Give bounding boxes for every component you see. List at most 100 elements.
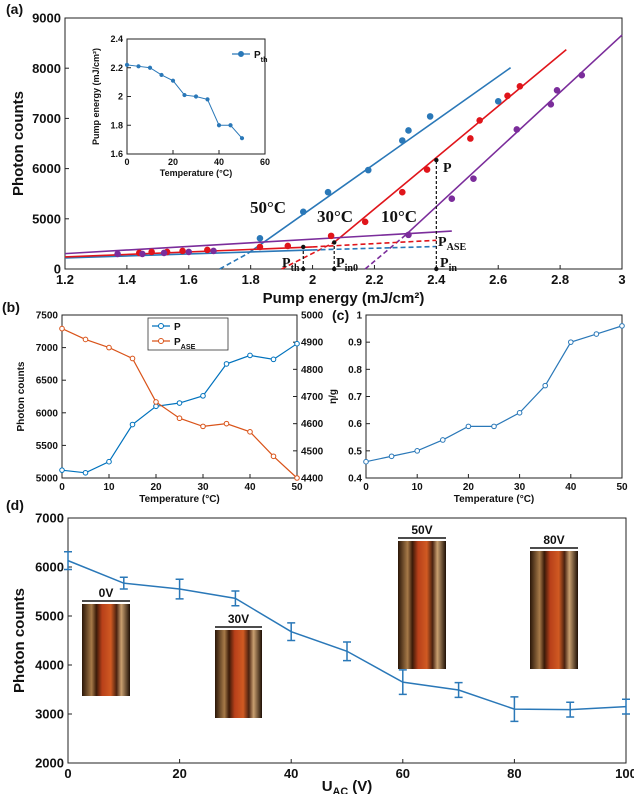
inset-label: 0V — [99, 586, 114, 600]
x-tick-label: 20 — [463, 482, 475, 493]
y-axis-label: Photon counts — [16, 361, 27, 431]
legend-label-sub: th — [261, 55, 268, 64]
point — [114, 250, 121, 258]
plot-area — [365, 314, 623, 479]
micrograph — [530, 551, 578, 669]
point — [516, 410, 523, 416]
x-tick-label: 40 — [565, 482, 577, 493]
fit-line — [312, 245, 437, 251]
point — [106, 458, 112, 465]
y-axis-label: Photon counts — [11, 588, 28, 693]
fit-line — [333, 49, 567, 244]
point — [147, 65, 153, 70]
point — [129, 355, 136, 362]
point — [398, 188, 406, 196]
point — [494, 98, 502, 105]
temperature-label-main: 50°C — [250, 198, 286, 217]
x-tick-label: 50 — [616, 482, 628, 493]
x-tick-label: 60 — [396, 766, 410, 781]
y-tick-label: 0.9 — [348, 338, 362, 349]
y-tick-label: 0 — [54, 262, 61, 277]
error-bar — [175, 578, 184, 600]
error-bar — [119, 576, 128, 590]
point — [59, 325, 65, 332]
point — [426, 113, 434, 120]
y-tick-label: 5500 — [36, 441, 59, 452]
power-label-sub: in0 — [345, 263, 358, 274]
x-tick-label: 40 — [284, 766, 298, 781]
y-tick-label: 1.6 — [110, 149, 123, 159]
legend-label-main: P — [254, 50, 261, 61]
y-axis-label: Pump energy (mJ/cm²) — [91, 48, 101, 145]
x-axis-label: Temperature (°C) — [139, 494, 220, 505]
y-tick-label: 9000 — [32, 11, 61, 26]
temperature-label: 30°C — [317, 207, 353, 226]
y-tick-label: 5000 — [32, 211, 61, 226]
point — [423, 166, 431, 173]
micrograph — [82, 604, 130, 696]
x-axis-label-main: U — [322, 778, 333, 794]
point — [465, 423, 472, 430]
micrograph — [398, 541, 446, 669]
point — [467, 135, 474, 142]
point — [414, 448, 421, 454]
y-tick-label: 5000 — [36, 474, 59, 485]
y-axis-label: Photon counts — [10, 91, 27, 196]
point — [176, 400, 183, 406]
point — [405, 231, 412, 239]
x-tick-label: 60 — [260, 157, 270, 167]
y-tick-label: 0.5 — [348, 446, 362, 457]
fit-line — [404, 34, 623, 236]
x-tick-label: 1.2 — [56, 272, 74, 287]
point — [239, 136, 245, 141]
x-tick-label: 2.6 — [489, 272, 507, 287]
power-label: Pin — [440, 256, 457, 274]
point — [185, 248, 193, 256]
error-bar — [510, 696, 519, 723]
y-tick-label: 0.4 — [348, 474, 362, 485]
power-label: Pin0 — [336, 256, 358, 274]
legend-label-sub: ASE — [181, 342, 196, 351]
point — [59, 467, 65, 473]
micrograph — [215, 630, 262, 718]
point — [324, 188, 332, 196]
panel-label: (a) — [6, 1, 23, 17]
point — [256, 234, 264, 242]
x-tick-label: 1.8 — [242, 272, 260, 287]
panel-label: (b) — [2, 299, 20, 315]
power-label-main: P — [282, 256, 291, 271]
point — [294, 340, 300, 347]
point — [516, 82, 524, 90]
y-tick-label: 6000 — [32, 161, 61, 176]
x-axis-label-sub: AC — [333, 786, 349, 794]
point — [440, 437, 446, 443]
temperature-label: 50°C — [250, 198, 286, 217]
point — [159, 72, 164, 78]
point — [363, 458, 369, 465]
point — [398, 137, 406, 144]
point — [129, 421, 136, 428]
y-tick-label: 4000 — [35, 658, 64, 673]
x-axis-label: UAC (V) — [322, 778, 373, 794]
error-bar — [64, 551, 72, 571]
error-bar — [454, 681, 463, 699]
x-tick-label: 20 — [168, 157, 178, 167]
power-label-main: P — [440, 256, 449, 271]
power-label-sub: ASE — [447, 242, 467, 253]
point — [270, 356, 277, 363]
point — [210, 247, 217, 255]
inset-label: 80V — [543, 533, 564, 547]
y-tick-label: 7000 — [32, 111, 61, 126]
point — [388, 453, 395, 460]
threshold-base — [434, 266, 439, 272]
x-tick-label: 20 — [150, 482, 162, 493]
legend-label: PASE — [174, 337, 196, 351]
power-label: PASE — [438, 235, 466, 253]
point — [364, 166, 372, 174]
fit-line — [247, 67, 512, 255]
x-tick-label: 1.6 — [180, 272, 198, 287]
y-tick-label: 0.8 — [348, 365, 362, 376]
threshold-base — [301, 266, 306, 272]
